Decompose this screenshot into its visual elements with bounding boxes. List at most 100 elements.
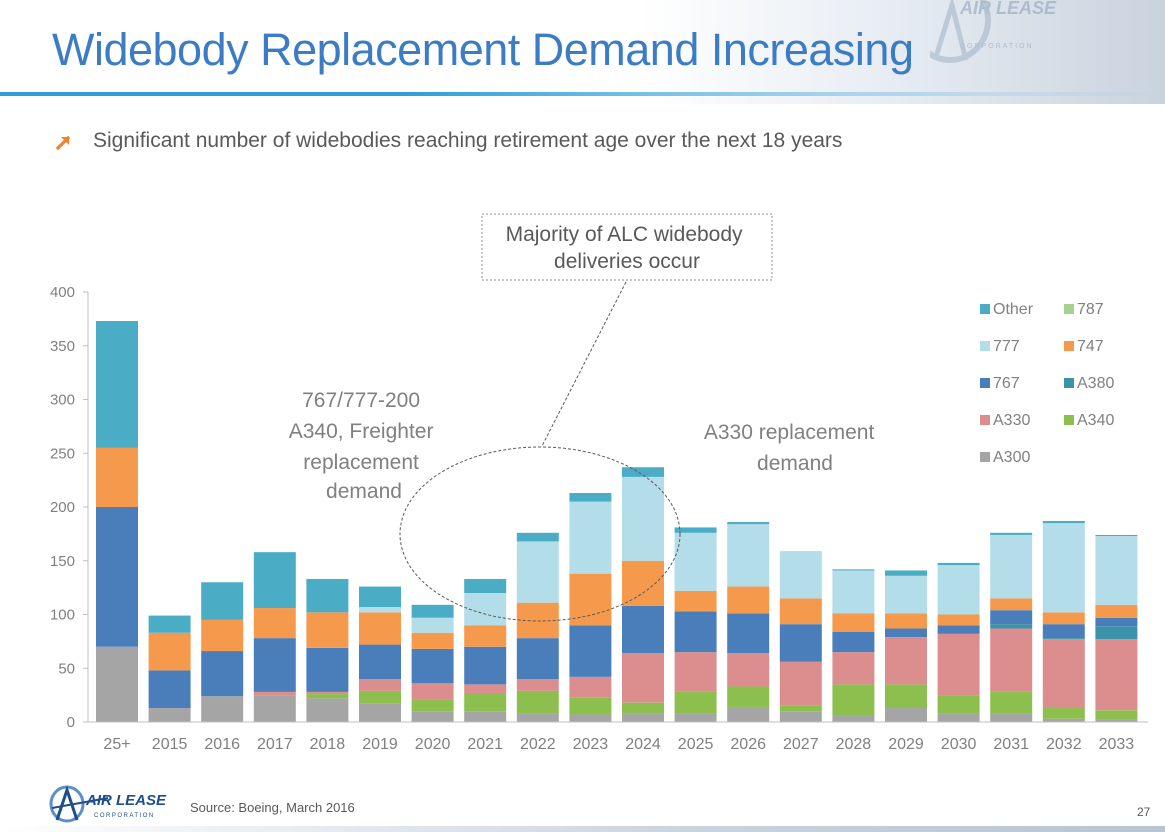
note-left-line-3: replacement xyxy=(303,451,419,474)
callout-text-line-2: deliveries occur xyxy=(554,250,700,273)
x-tick-label: 2019 xyxy=(362,736,398,753)
bullet-text: Significant number of widebodies reachin… xyxy=(93,129,843,152)
watermark-logo-text: AIR LEASE xyxy=(959,0,1057,18)
bar-segment-767 xyxy=(569,625,612,677)
bar-segment-767 xyxy=(885,628,927,638)
bar-segment-777 xyxy=(727,524,770,587)
y-tick-label: 200 xyxy=(50,499,75,516)
x-tick-label: 2017 xyxy=(257,736,293,753)
legend-label-787: 787 xyxy=(1077,301,1104,318)
bar-segment-a340 xyxy=(464,692,507,712)
bar-segment-a330 xyxy=(569,676,612,698)
bar-segment-a300 xyxy=(832,715,875,722)
bar-segment-767 xyxy=(253,638,296,692)
bar-segment-a340 xyxy=(990,691,1033,714)
background-logo-watermark: AIR LEASE CORPORATION xyxy=(930,0,1057,63)
legend-label-a340: A340 xyxy=(1077,412,1114,429)
bar-segment-777 xyxy=(569,501,612,574)
bar-segment-a380 xyxy=(990,624,1033,629)
bar-segment-a330 xyxy=(1095,639,1138,711)
y-tick-label: 0 xyxy=(67,714,75,731)
bar-segment-a300 xyxy=(885,708,927,722)
bar-segment-767 xyxy=(516,638,559,679)
bar-segment-a340 xyxy=(306,694,349,699)
bar-segment-747 xyxy=(990,598,1033,611)
legend-swatch-777 xyxy=(980,341,990,351)
legend-label-747: 747 xyxy=(1077,338,1104,355)
bar-segment-a330 xyxy=(832,652,875,685)
bar-segment-a330 xyxy=(937,633,980,696)
note-left-line-4: demand xyxy=(326,480,402,503)
highlight-ellipse xyxy=(399,446,681,622)
bar-segment-767 xyxy=(464,646,507,685)
bar-segment-a300 xyxy=(148,708,191,722)
bar-segment-other xyxy=(885,570,927,576)
bar-segment-767 xyxy=(832,631,875,653)
bar-segment-777 xyxy=(937,565,980,615)
logo-subtext: CORPORATION xyxy=(94,813,155,819)
legend-swatch-a330 xyxy=(980,415,990,425)
bar-segment-a300 xyxy=(779,711,822,722)
y-tick-label: 400 xyxy=(50,284,75,301)
legend-swatch-767 xyxy=(980,378,990,388)
x-tick-label: 2032 xyxy=(1046,736,1082,753)
bar-segment-747 xyxy=(622,560,664,606)
x-tick-label: 2033 xyxy=(1099,736,1135,753)
bar-segment-a330 xyxy=(885,637,927,685)
bar-segment-777 xyxy=(464,593,507,626)
x-tick-label: 2028 xyxy=(836,736,872,753)
y-tick-label: 150 xyxy=(50,553,75,570)
bar-segment-777 xyxy=(359,606,401,613)
bar-segment-767 xyxy=(779,624,822,662)
bar-segment-777 xyxy=(779,551,822,599)
bar-segment-a340 xyxy=(885,684,927,709)
bar-segment-a380 xyxy=(1042,638,1085,640)
bar-segment-767 xyxy=(990,610,1033,625)
bar-segment-767 xyxy=(727,613,770,654)
bar-segment-747 xyxy=(779,598,822,625)
note-left-line-2: A340, Freighter xyxy=(289,420,434,443)
x-tick-label: 2026 xyxy=(730,736,766,753)
bar-segment-747 xyxy=(1095,604,1138,618)
watermark-logo-subtext: CORPORATION xyxy=(960,43,1034,50)
bar-segment-767 xyxy=(411,648,454,684)
bar-segment-other xyxy=(569,493,612,502)
callout-box xyxy=(481,213,773,281)
bar-segment-a300 xyxy=(359,703,401,722)
bar-segment-a340 xyxy=(359,690,401,704)
bar-segment-other xyxy=(727,522,770,525)
bar-segment-767 xyxy=(674,611,717,653)
legend-label-a300: A300 xyxy=(993,449,1030,466)
bar-segment-767 xyxy=(622,605,664,654)
bar-segment-a330 xyxy=(516,679,559,691)
footer-line xyxy=(0,826,1165,832)
x-tick-label: 2015 xyxy=(152,736,188,753)
page-title: Widebody Replacement Demand Increasing xyxy=(52,24,914,75)
callout-text: Majority of ALC widebody deliveries occu… xyxy=(506,223,749,273)
bar-segment-747 xyxy=(937,614,980,626)
stacked-bar-chart: 0 50 100 150 200 250 300 350 400 25+ 2015 2016 2017… xyxy=(50,213,1148,753)
bar-segment-a340 xyxy=(411,699,454,712)
bar-segment-a340 xyxy=(569,697,612,715)
bar-segment-a300 xyxy=(516,713,559,722)
logo-text: AIR LEASE xyxy=(85,792,167,809)
bar-segment-other xyxy=(201,582,244,620)
bar-segment-777 xyxy=(832,570,875,614)
bar-segment-other xyxy=(306,579,349,613)
bar-segment-747 xyxy=(359,612,401,645)
legend-label-a330: A330 xyxy=(993,412,1030,429)
bar-segment-a340 xyxy=(832,684,875,716)
bar-segment-777 xyxy=(674,532,717,591)
header-accent-line xyxy=(0,92,1165,96)
x-tick-label: 2027 xyxy=(783,736,819,753)
bar-segment-a340 xyxy=(674,691,717,714)
bar-segment-a300 xyxy=(464,711,507,722)
y-tick-label: 350 xyxy=(50,338,75,355)
x-tick-label: 2025 xyxy=(678,736,714,753)
bar-segment-747 xyxy=(96,447,138,507)
legend-swatch-a300 xyxy=(980,452,990,462)
y-tick-label: 250 xyxy=(50,445,75,462)
bar-segment-747 xyxy=(885,613,927,629)
bar-segment-a330 xyxy=(779,661,822,706)
bar-segment-747 xyxy=(727,586,770,614)
